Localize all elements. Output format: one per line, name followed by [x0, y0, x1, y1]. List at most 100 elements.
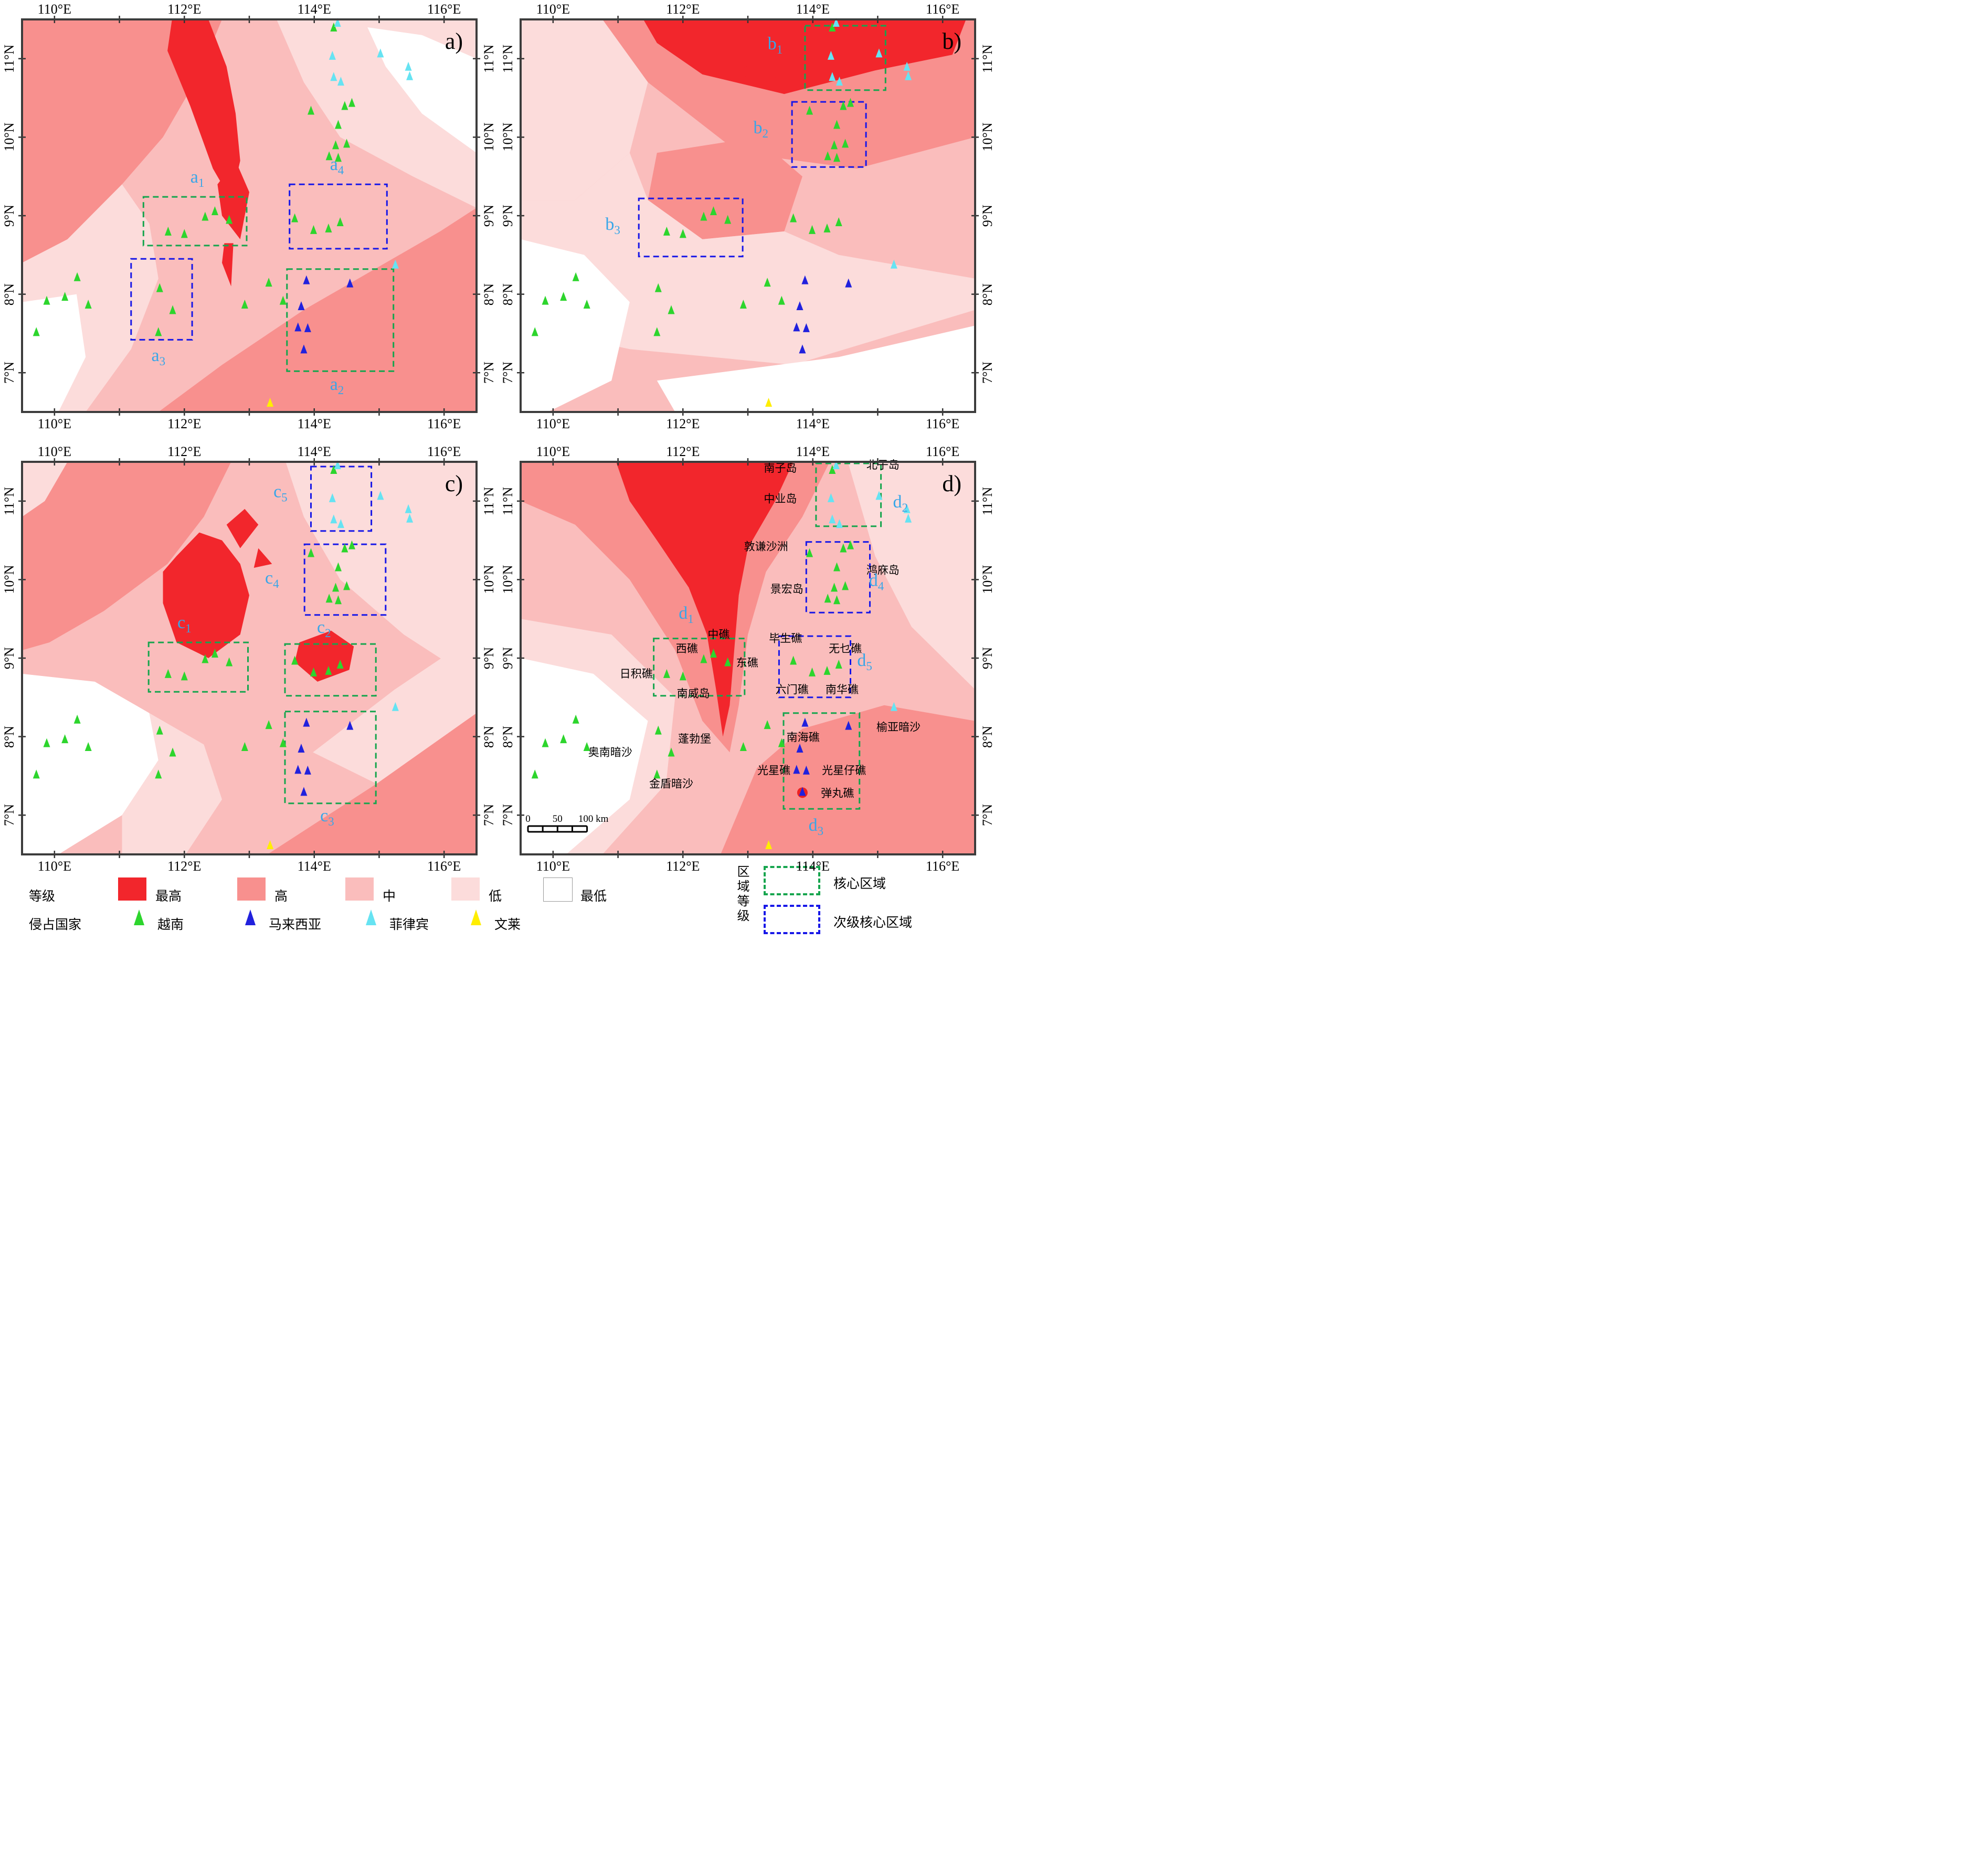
legend-label-mid: 中: [383, 889, 396, 904]
lon-label-bottom-c: 114°E: [297, 859, 331, 874]
place-label-毕生礁: 毕生礁: [769, 633, 802, 645]
marker-vietnam: [847, 98, 854, 107]
lon-label-top-c: 116°E: [427, 444, 461, 459]
marker-vietnam-中礁: [211, 206, 218, 216]
lat-label-right-d: 7°N: [980, 804, 994, 827]
marker-vietnam: [531, 327, 538, 336]
marker-vietnam-东礁: [226, 215, 233, 224]
marker-vietnam: [265, 278, 272, 287]
marker-vietnam-南威岛: [679, 229, 686, 238]
lat-label-left-c: 10°N: [2, 565, 17, 594]
legend-swatch-mid: [345, 877, 374, 901]
marker-malaysia-弹丸礁: [300, 344, 308, 354]
marker-vietnam-毕生礁: [790, 655, 797, 665]
marker-philippines: [905, 71, 912, 80]
marker-vietnam-南华礁: [325, 665, 332, 675]
marker-vietnam-日积礁: [663, 226, 670, 236]
marker-vietnam: [739, 742, 747, 752]
marker-vietnam-金盾暗沙: [155, 769, 162, 779]
risk-region-high: [158, 208, 477, 412]
risk-region-lowest: [367, 27, 477, 153]
marker-vietnam-敦谦沙洲: [341, 543, 348, 553]
marker-vietnam-奥南暗沙: [156, 725, 163, 735]
marker-vietnam-鸿庥岛: [833, 562, 840, 572]
place-label-景宏岛: 景宏岛: [770, 583, 803, 595]
risk-region-low: [22, 462, 68, 517]
lat-label-right-b: 11°N: [980, 44, 994, 73]
risk-region-high: [721, 705, 975, 854]
marker-philippines: [903, 504, 911, 513]
marker-vietnam-中礁: [211, 649, 218, 658]
map-border: [520, 461, 976, 855]
lat-label-left-a: 7°N: [2, 362, 17, 384]
marker-philippines-北子岛: [832, 17, 840, 27]
marker-vietnam: [824, 594, 831, 603]
marker-vietnam-毕生礁: [291, 655, 299, 665]
place-label-金盾暗沙: 金盾暗沙: [649, 778, 693, 790]
place-label-南子岛: 南子岛: [764, 462, 797, 474]
philippines-triangle-icon: [366, 909, 376, 925]
lat-label-right-a: 11°N: [481, 44, 496, 73]
lon-label-bottom-b: 116°E: [925, 416, 960, 431]
marker-vietnam: [84, 300, 92, 309]
place-label-中礁: 中礁: [707, 629, 729, 641]
risk-region-high: [267, 713, 477, 854]
lat-label-right-b: 10°N: [980, 122, 994, 152]
marker-philippines: [903, 61, 911, 71]
marker-malaysia-光星仔礁: [802, 765, 810, 775]
malaysia-triangle-icon: [245, 909, 256, 925]
marker-vietnam-日积礁: [164, 669, 172, 678]
legend-label-malaysia: 马来西亚: [269, 917, 322, 932]
marker-malaysia-光星礁: [796, 744, 803, 753]
marker-vietnam-奥南暗沙: [156, 283, 163, 292]
lat-label-right-b: 9°N: [980, 204, 994, 227]
marker-vietnam-南子岛: [330, 464, 337, 474]
lon-label-bottom-c: 110°E: [37, 859, 71, 874]
risk-region-highest: [167, 19, 240, 200]
lat-label-left-b: 9°N: [500, 204, 515, 227]
marker-philippines: [405, 504, 412, 513]
marker-vietnam-奥南暗沙: [654, 725, 662, 735]
marker-vietnam: [43, 295, 50, 305]
marker-vietnam: [842, 139, 849, 148]
marker-vietnam-中礁: [710, 649, 717, 658]
core-region-box: [142, 196, 248, 247]
risk-region-lowest: [22, 294, 86, 412]
marker-philippines-北子岛: [334, 17, 341, 27]
lat-label-left-a: 11°N: [2, 44, 17, 73]
marker-vietnam: [531, 769, 538, 779]
marker-philippines: [890, 702, 897, 711]
lat-label-left-c: 9°N: [2, 647, 17, 670]
marker-philippines: [337, 77, 344, 86]
lat-label-left-d: 9°N: [500, 647, 515, 670]
marker-philippines: [905, 513, 912, 523]
marker-philippines: [377, 491, 384, 500]
lat-label-left-a: 9°N: [2, 204, 17, 227]
marker-vietnam-敦谦沙洲: [840, 101, 847, 110]
lon-label-bottom-b: 114°E: [796, 416, 830, 431]
marker-philippines: [405, 61, 412, 71]
secondary-core-region-box-icon: [764, 905, 820, 934]
lat-label-left-b: 8°N: [500, 283, 515, 305]
lat-label-left-b: 10°N: [500, 122, 515, 152]
lon-label-bottom-a: 114°E: [297, 416, 331, 431]
marker-vietnam-无乜礁: [336, 659, 344, 669]
marker-vietnam-鸿庥岛: [334, 562, 342, 572]
lon-label-bottom-a: 112°E: [167, 416, 202, 431]
marker-philippines: [836, 519, 843, 528]
lat-label-left-d: 8°N: [500, 725, 515, 748]
legend-label-highest: 最高: [155, 889, 182, 904]
lat-label-right-a: 7°N: [481, 362, 496, 384]
marker-malaysia-光星仔礁: [304, 765, 311, 775]
marker-vietnam: [73, 272, 81, 281]
secondary-core-region-box: [310, 466, 373, 532]
marker-philippines-北子岛: [832, 460, 840, 469]
marker-philippines: [337, 519, 344, 528]
region-label-d1: d1: [679, 604, 694, 626]
secondary-core-region-box: [289, 183, 388, 250]
map-border: [21, 461, 478, 855]
marker-vietnam: [583, 742, 590, 752]
lon-label-top-b: 112°E: [666, 2, 700, 17]
marker-vietnam: [764, 278, 771, 287]
